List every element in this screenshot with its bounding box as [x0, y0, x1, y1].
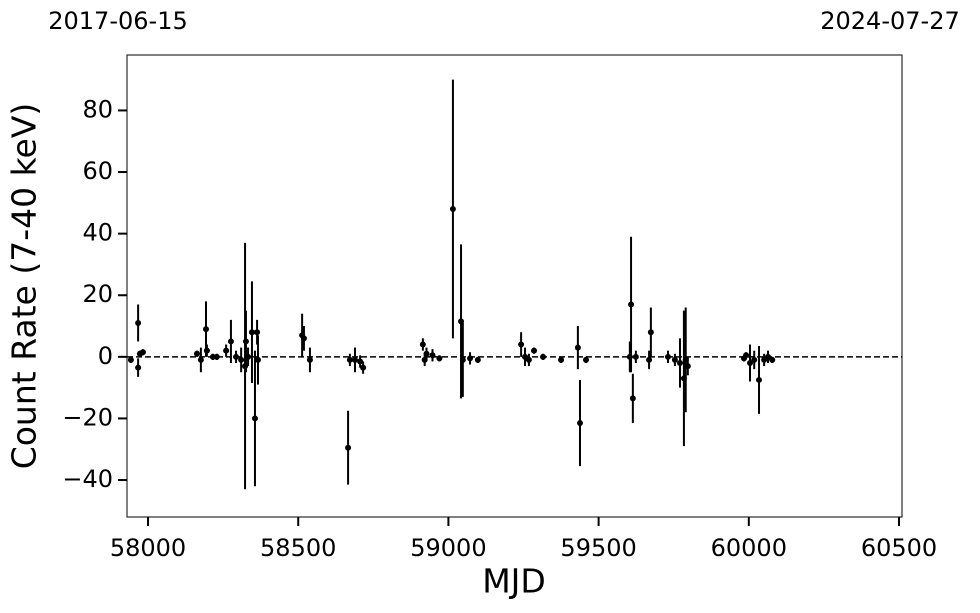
y-tick-label: 40 [82, 219, 113, 247]
data-point [203, 347, 210, 354]
data-point [751, 356, 758, 363]
data-point [756, 376, 763, 383]
data-point [765, 353, 772, 360]
data-point [254, 356, 261, 363]
y-tick-label: 20 [82, 280, 113, 308]
data-point [203, 326, 210, 333]
data-point [632, 353, 639, 360]
data-point [419, 341, 426, 348]
y-tick-label: 80 [82, 95, 113, 123]
data-point [213, 353, 220, 360]
data-point [127, 356, 134, 363]
top-label: 2024-07-27 [820, 7, 959, 35]
data-point [227, 338, 234, 345]
top-label: 2017-06-15 [48, 7, 187, 35]
data-point [518, 341, 525, 348]
data-point [238, 356, 245, 363]
data-point [135, 319, 142, 326]
data-point [139, 349, 146, 356]
data-point [647, 329, 654, 336]
y-axis-label: Count Rate (7-40 keV) [5, 103, 44, 470]
data-point [576, 420, 583, 427]
data-point [251, 415, 258, 422]
data-point [436, 355, 443, 362]
data-point [684, 363, 691, 370]
data-point [429, 352, 436, 359]
data-point [233, 353, 240, 360]
data-point [193, 350, 200, 357]
data-point [223, 347, 230, 354]
data-point [423, 350, 430, 357]
data-point [459, 356, 466, 363]
data-point [242, 338, 249, 345]
x-tick-label: 59500 [560, 534, 636, 562]
data-point [346, 356, 353, 363]
x-tick-label: 58500 [260, 534, 336, 562]
y-tick-label: 60 [82, 157, 113, 185]
data-point [525, 356, 532, 363]
data-point [628, 301, 635, 308]
data-point [360, 364, 367, 371]
data-point [300, 335, 307, 342]
data-point [629, 395, 636, 402]
x-axis-label: MJD [482, 562, 546, 601]
data-point [574, 344, 581, 351]
data-point [135, 364, 142, 371]
x-tick-label: 60000 [711, 534, 787, 562]
plot-frame [126, 54, 903, 518]
data-point [677, 360, 684, 366]
x-tick-label: 58000 [110, 534, 186, 562]
data-point [747, 360, 754, 366]
data-point [531, 347, 538, 354]
data-point [558, 356, 565, 363]
data-point [254, 329, 261, 336]
data-point [245, 353, 252, 360]
data-point [540, 353, 547, 360]
data-point [743, 352, 750, 359]
data-point [467, 355, 474, 362]
data-point [664, 353, 671, 360]
data-point [671, 356, 678, 363]
y-tick-label: −40 [62, 465, 113, 493]
data-point [474, 356, 481, 363]
data-point [769, 356, 776, 363]
data-point [357, 358, 364, 365]
data-point [449, 206, 456, 212]
data-point [582, 356, 589, 363]
x-tick-label: 60500 [861, 534, 937, 562]
data-point [248, 329, 255, 336]
data-point [646, 356, 653, 363]
data-point [345, 444, 352, 451]
data-point [351, 356, 358, 363]
y-tick-label: −20 [62, 403, 113, 431]
data-point [197, 356, 204, 363]
x-tick-label: 59000 [410, 534, 486, 562]
data-point [458, 318, 465, 325]
y-tick-label: 0 [98, 342, 113, 370]
data-point [306, 356, 313, 363]
